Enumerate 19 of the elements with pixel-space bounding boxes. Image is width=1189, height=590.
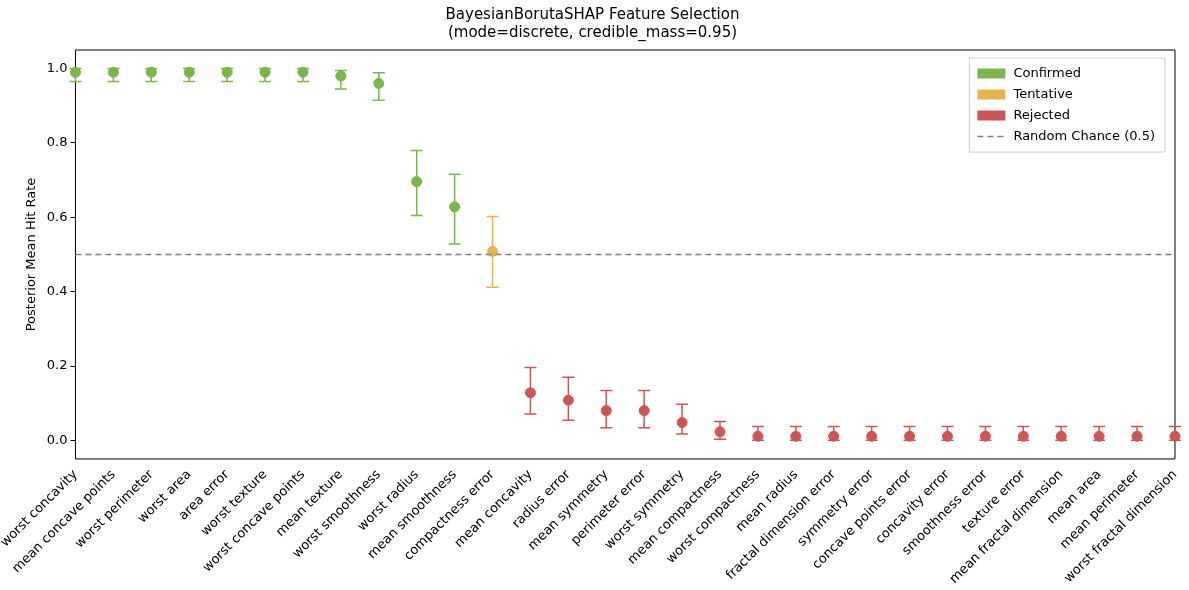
legend-label: Random Chance (0.5) <box>1013 127 1155 143</box>
legend-label: Rejected <box>1013 106 1070 122</box>
y-tick-label: 0.4 <box>46 283 68 299</box>
legend-label: Confirmed <box>1013 64 1081 80</box>
point <box>69 66 81 78</box>
legend-label: Tentative <box>1012 85 1073 101</box>
point <box>562 394 574 406</box>
point <box>449 201 461 213</box>
chart-title: BayesianBorutaSHAP Feature Selection <box>445 4 740 23</box>
y-tick-label: 0.6 <box>46 208 68 224</box>
y-tick-label: 0.0 <box>46 431 68 447</box>
y-axis-title: Posterior Mean Hit Rate <box>23 177 39 332</box>
chart-subtitle: (mode=discrete, credible_mass=0.95) <box>447 22 738 42</box>
y-tick-label: 0.8 <box>46 134 68 150</box>
y-tick-label: 1.0 <box>46 59 68 75</box>
y-tick-label: 0.2 <box>46 357 68 373</box>
point <box>524 387 536 399</box>
point <box>411 176 423 188</box>
point <box>600 405 612 417</box>
